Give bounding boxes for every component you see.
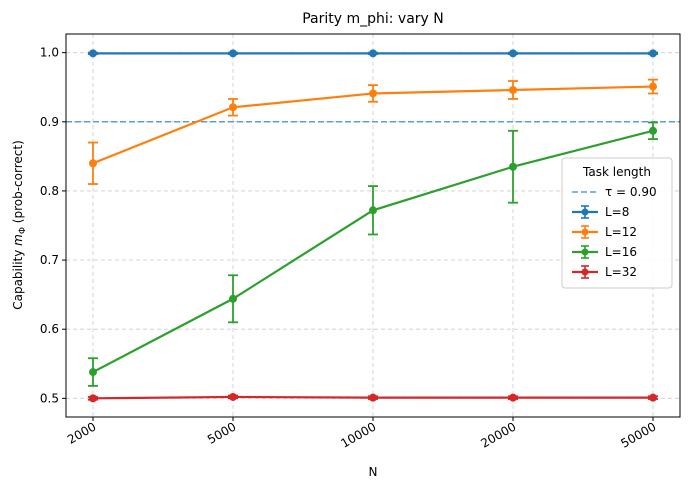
legend-series-label: L=16 [605,245,637,259]
legend-series-label: L=12 [605,225,637,239]
y-tick-label: 1.0 [40,46,59,60]
data-point [509,162,517,171]
y-tick-label: 0.8 [40,184,59,198]
y-tick-label: 0.5 [40,391,59,405]
x-tick-label: 10000 [338,419,378,450]
series-layer [88,49,658,403]
legend: Task length τ = 0.90 L=8 L=12 L=16 L=32 [561,157,673,289]
y-axis: 0.5 0.6 0.7 0.8 0.9 1.0 [40,46,66,405]
legend-marker-swatch [581,268,589,276]
y-tick-label: 0.9 [40,115,59,129]
x-axis: 2000 5000 10000 20000 50000 [65,417,659,451]
legend-series-label: L=32 [605,265,637,279]
data-point [369,206,377,215]
data-point [89,394,97,403]
data-point [509,85,517,94]
series-l16 [88,121,658,387]
legend-title: Task length [582,165,651,179]
x-tick-label: 2000 [65,419,98,446]
data-point [229,103,237,112]
x-tick-label: 20000 [478,419,518,450]
legend-threshold-label: τ = 0.90 [605,185,657,199]
data-point [649,126,657,135]
series-l32 [88,392,658,403]
y-axis-label: Capability mΦ (prob-correct) [11,140,28,310]
legend-marker-swatch [581,228,589,236]
data-point [649,49,657,58]
series-l8 [88,49,658,58]
data-point [649,82,657,91]
x-tick-label: 50000 [618,419,658,450]
y-tick-label: 0.6 [40,322,59,336]
data-point [229,49,237,58]
data-point [369,393,377,402]
y-axis-label-suffix: (prob-correct) [11,140,25,227]
legend-marker-swatch [581,248,589,256]
data-point [89,368,97,377]
y-tick-label: 0.7 [40,253,59,267]
series-l12 [88,78,658,185]
legend-marker-swatch [581,208,589,216]
data-point [369,89,377,98]
x-axis-label: N [369,465,378,479]
data-point [229,294,237,303]
legend-box [561,157,673,289]
x-tick-label: 5000 [205,419,238,446]
y-axis-label-prefix: Capability [11,246,25,310]
data-point [369,49,377,58]
data-point [509,393,517,402]
y-axis-label-symbol: m [11,234,25,246]
data-point [89,159,97,168]
y-axis-label-subscript: Φ [18,227,28,234]
data-point [509,49,517,58]
chart-title: Parity m_phi: vary N [302,11,444,27]
data-point [649,393,657,402]
data-point [229,392,237,401]
data-point [89,49,97,58]
legend-series-label: L=8 [605,205,629,219]
